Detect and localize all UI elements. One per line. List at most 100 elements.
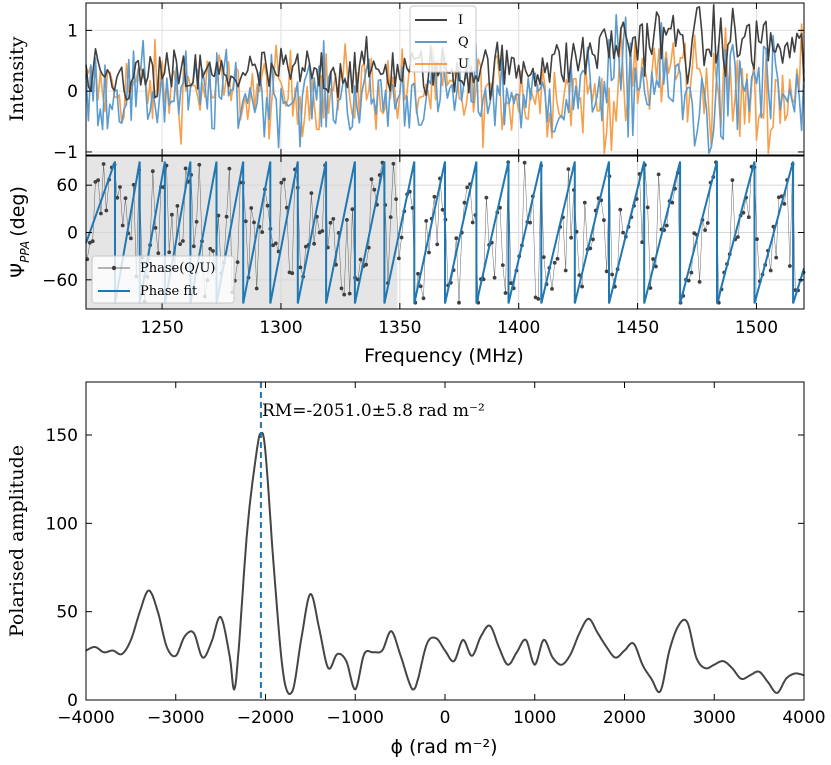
faraday-spectrum-frame: [85, 381, 805, 701]
phase-data-point: [604, 269, 609, 274]
phase-data-point: [462, 200, 467, 205]
phase-legend: Phase(Q/U) Phase fit: [91, 255, 235, 304]
amplitude-tick-label: 50: [56, 603, 78, 623]
phase-data-point: [500, 263, 505, 267]
phase-data-point: [569, 235, 573, 240]
phase-data-point: [730, 178, 735, 183]
phase-data-point: [582, 200, 587, 205]
phase-data-point: [181, 239, 185, 243]
phase-data-point: [654, 264, 658, 269]
phase-ticks: −60 0 60 1250 1300 1350 1400 1450 1500: [42, 156, 804, 338]
phase-ytick-label: −60: [42, 271, 78, 291]
phase-data-point: [618, 207, 623, 212]
phase-data-point: [648, 286, 653, 290]
amplitude-tick-label: 150: [46, 426, 78, 446]
phase-data-point: [309, 191, 314, 196]
phase-data-point: [746, 215, 751, 220]
phase-data-point: [705, 221, 710, 225]
phase-data-point: [427, 250, 431, 255]
phase-data-point: [235, 260, 240, 264]
frequency-tick-label: 1250: [140, 318, 183, 338]
faraday-spectrum-panel: 0 50 100 150 −4000 −3000 −2000 −1000 0 1000 2000 30…: [6, 381, 826, 758]
phase-data-point: [522, 160, 527, 165]
phase-data-point: [418, 284, 423, 289]
legend-label-phase: Phase(Q/U): [140, 261, 215, 276]
phase-data-point: [167, 250, 172, 255]
phase-data-point: [645, 205, 650, 210]
phase-data-point: [755, 237, 759, 242]
phase-data-point: [328, 220, 333, 225]
phase-data-point: [366, 245, 371, 250]
series-Q-line: [85, 13, 805, 154]
phase-data-point: [550, 287, 554, 291]
phase-data-point: [194, 219, 199, 224]
phase-data-point: [282, 177, 286, 182]
phase-data-point: [484, 195, 489, 200]
intensity-ticks: −1 0 1: [53, 3, 804, 163]
phase-data-point: [465, 185, 470, 190]
phase-data-point: [298, 265, 303, 270]
phase-data-point: [129, 236, 133, 241]
phase-data-point: [88, 240, 92, 245]
legend-label-U: U: [458, 57, 469, 72]
phase-data-point: [118, 185, 122, 189]
phase-data-point: [697, 280, 702, 284]
phase-data-point: [197, 162, 202, 167]
phase-data-point: [252, 220, 256, 225]
phase-ytick-label: 60: [56, 176, 78, 196]
intensity-ytick-label: −1: [53, 143, 78, 163]
phase-data-point: [421, 296, 426, 301]
phase-data-point: [577, 273, 582, 277]
phase-data-point: [123, 196, 128, 201]
phase-data-point: [372, 187, 377, 192]
phase-data-point: [689, 270, 694, 275]
phi-xlabel: ϕ (rad m⁻²): [390, 736, 497, 758]
phase-data-point: [183, 166, 188, 171]
phi-tick-label: 4000: [782, 708, 825, 728]
phase-data-point: [503, 291, 508, 295]
phase-data-point: [249, 206, 254, 210]
phase-data-point: [541, 255, 546, 259]
amplitude-tick-label: 0: [67, 691, 78, 711]
phase-data-point: [350, 207, 355, 212]
phase-data-point: [99, 211, 103, 216]
phase-data-point: [602, 218, 606, 223]
phase-data-point: [580, 284, 584, 289]
phase-data-point: [782, 202, 787, 206]
phase-data-point: [273, 241, 278, 246]
legend-label-fit: Phase fit: [140, 284, 198, 299]
phase-data-point: [536, 297, 541, 301]
phase-data-point: [290, 271, 295, 276]
phase-data-point: [397, 256, 401, 261]
phase-data-point: [153, 226, 158, 230]
phase-data-point: [768, 268, 773, 273]
phase-data-point: [424, 219, 429, 223]
frequency-tick-label: 1300: [259, 318, 302, 338]
rm-annotation: RM=-2051.0±5.8 rad m⁻²: [262, 401, 485, 421]
phase-data-point: [741, 210, 746, 215]
phase-data-point: [90, 239, 95, 244]
frequency-tick-label: 1350: [378, 318, 421, 338]
phase-data-point: [774, 255, 779, 260]
phase-data-point: [610, 272, 614, 277]
phase-data-point: [170, 212, 174, 217]
phase-ytick-label: 0: [67, 224, 78, 244]
faraday-spectrum-line: [85, 431, 805, 696]
phase-data-point: [191, 244, 196, 249]
phase-data-point: [93, 180, 98, 184]
legend-marker-phase: [111, 265, 117, 271]
intensity-ylabel: Intensity: [6, 36, 28, 121]
phase-data-point: [591, 237, 595, 242]
phase-data-point: [470, 220, 475, 225]
phase-data-point: [509, 281, 513, 285]
phase-data-point: [555, 256, 560, 261]
phase-data-point: [175, 204, 180, 208]
amplitude-ylabel: Polarised amplitude: [6, 445, 28, 637]
faraday-spectrum-ticks: 0 50 100 150 −4000 −3000 −2000 −1000 0 1000 2000 30…: [46, 382, 826, 728]
phase-data-point: [736, 235, 740, 239]
phase-data-point: [115, 195, 120, 200]
phase-data-point: [651, 257, 655, 261]
phase-data-point: [271, 243, 275, 248]
phase-panel: −60 0 60 1250 1300 1350 1400 1450 1500 ΨPPA (deg)…: [7, 155, 806, 367]
phase-data-point: [621, 230, 625, 235]
